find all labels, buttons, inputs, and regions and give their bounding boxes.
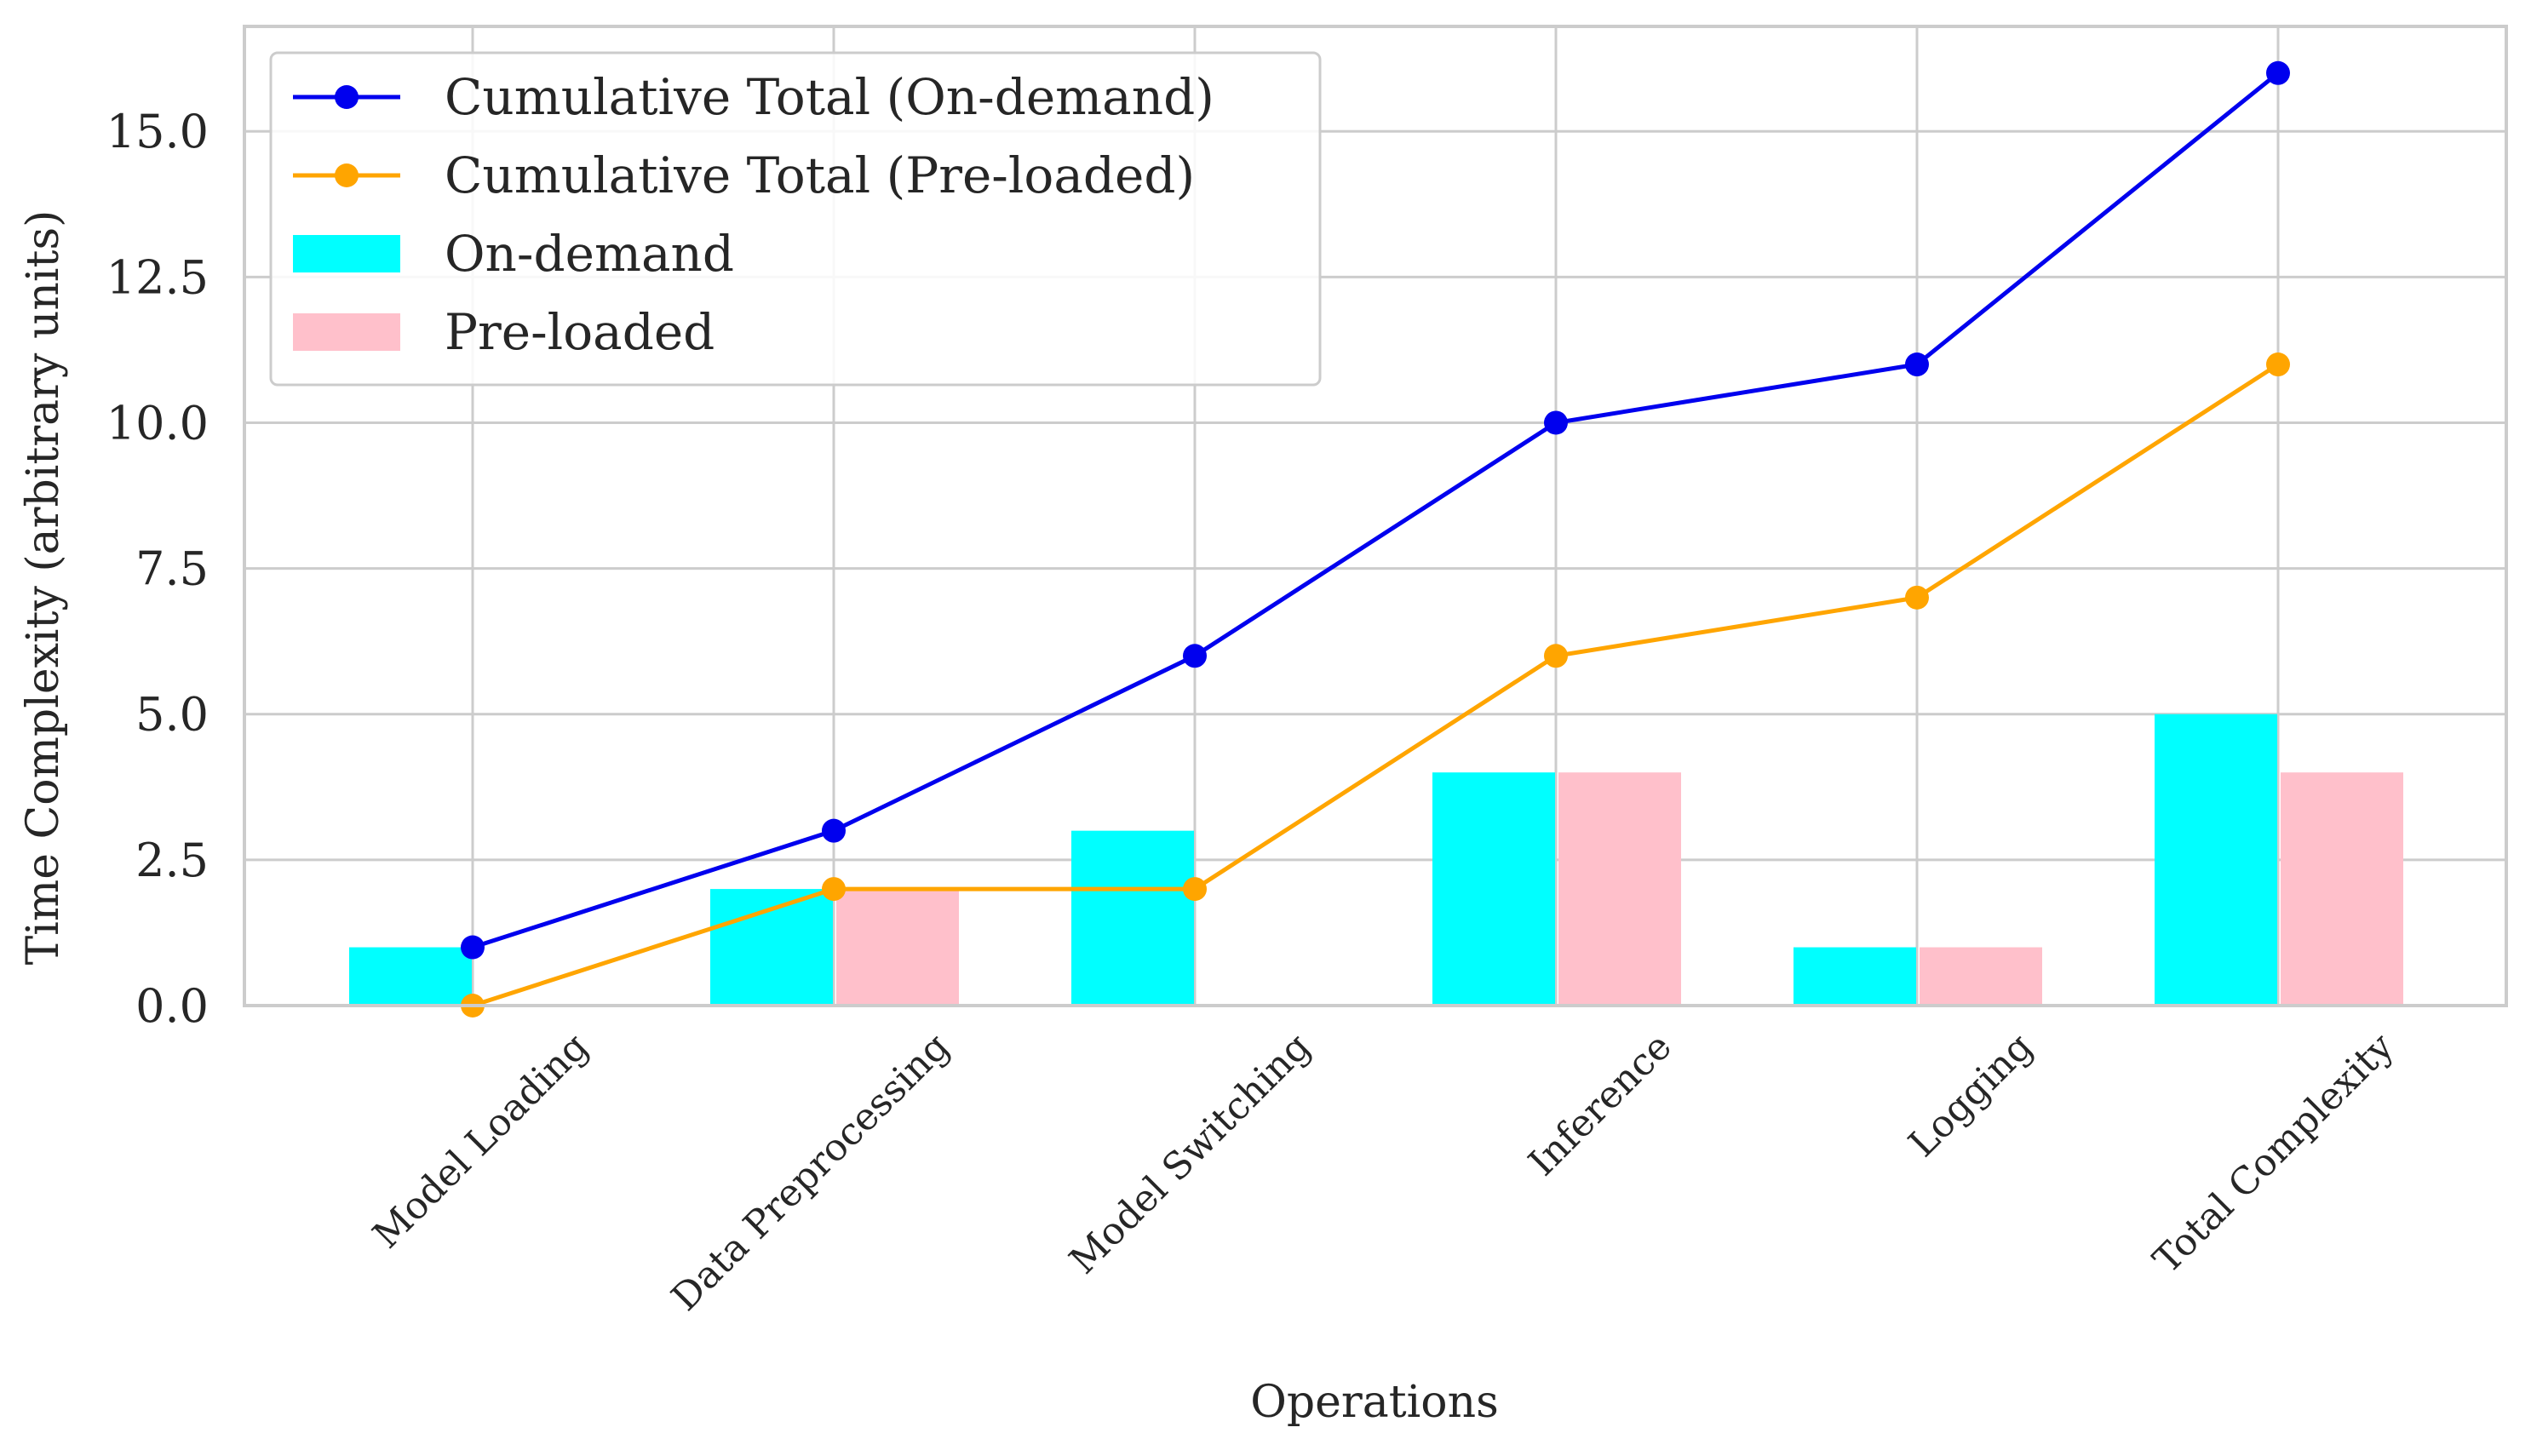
legend-label: Cumulative Total (On-demand) [445,68,1214,126]
x-tick-label: Model Switching [1061,1025,1319,1283]
legend-label: Pre-loaded [445,303,715,361]
bar-on-demand [1071,830,1194,1006]
data-point-pre-loaded [1183,877,1207,902]
y-tick-label: 2.5 [135,834,209,887]
x-tick-label: Total Complexity [2145,1025,2402,1282]
legend-bar-swatch [293,313,400,351]
series-lines [461,60,2290,1017]
data-point-on-demand [2266,60,2290,85]
bar-on-demand [349,947,472,1006]
y-tick-label: 10.0 [106,396,209,450]
bar-on-demand [710,889,833,1006]
data-point-pre-loaded [2266,353,2290,377]
data-point-on-demand [1905,353,1929,377]
y-tick-label: 15.0 [106,105,209,158]
data-point-on-demand [1544,410,1568,435]
axes [243,25,2508,1007]
x-tick-label: Inference [1520,1025,1679,1184]
bar-pre-loaded [836,889,959,1006]
plot-frame [243,25,2508,1007]
data-point-pre-loaded [1905,585,1929,610]
x-tick-label: Model Loading [364,1025,597,1258]
bars [349,714,2403,1006]
y-tick-label: 12.5 [106,250,209,304]
bar-pre-loaded [1920,947,2042,1006]
data-point-pre-loaded [822,877,846,902]
data-point-on-demand [461,935,485,960]
y-tick-label: 0.0 [135,979,209,1033]
data-point-on-demand [822,818,846,843]
bar-on-demand [1794,947,1916,1006]
y-tick-label: 5.0 [135,688,209,742]
data-point-on-demand [1183,644,1207,668]
legend-label: On-demand [445,225,734,283]
legend-marker [335,163,359,187]
x-axis-title: Operations [1250,1377,1499,1428]
data-point-pre-loaded [1544,644,1568,668]
legend-marker [335,85,359,109]
x-tick-label: Logging [1901,1025,2041,1166]
legend-bar-swatch [293,235,400,272]
legend-box [269,51,1322,387]
legend-label: Cumulative Total (Pre-loaded) [445,146,1195,204]
x-tick-label: Data Preprocessing [663,1025,958,1320]
legend: Cumulative Total (On-demand) Cumulative T… [269,51,1322,387]
y-axis-title: Time Complexity (arbitrary units) [18,210,69,966]
series-line-on-demand [472,71,2280,949]
bar-pre-loaded [1558,772,1681,1006]
bar-pre-loaded [2281,772,2403,1006]
bar-on-demand [2155,714,2277,1006]
bar-on-demand [1432,772,1555,1006]
y-tick-label: 7.5 [135,542,209,596]
series-line-pre-loaded [472,362,2280,1008]
